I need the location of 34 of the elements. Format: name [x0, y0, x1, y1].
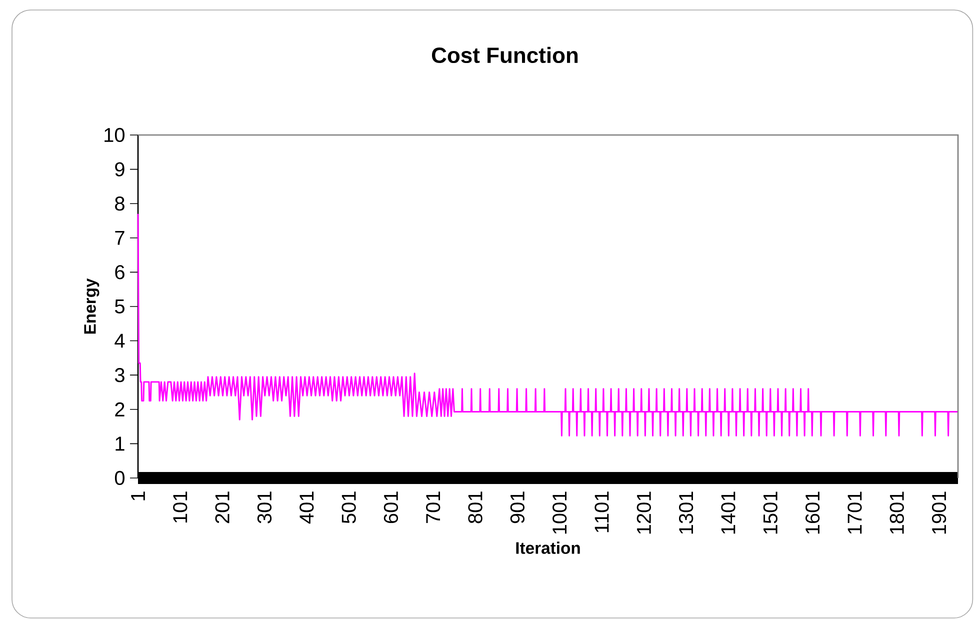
x-tick-label: 1301 — [678, 492, 694, 534]
chart-title: Cost Function — [432, 46, 578, 64]
x-tick-label: 1501 — [763, 492, 778, 534]
x-tick-label: 701 — [426, 492, 440, 524]
x-tick-label: 601 — [384, 492, 398, 524]
x-tick-label: 1201 — [636, 492, 651, 534]
y-tick-label: 8 — [115, 196, 124, 211]
x-tick-label: 401 — [300, 492, 314, 524]
y-tick-label: 5 — [114, 300, 124, 314]
x-tick-label: 901 — [510, 492, 525, 524]
x-tick-label: 101 — [173, 492, 188, 523]
y-tick-label: 6 — [115, 265, 124, 280]
y-axis-title: Energy — [84, 278, 100, 334]
y-tick-label: 10 — [104, 128, 124, 142]
x-tick-label: 1901 — [932, 492, 946, 534]
x-tick-label: 1701 — [848, 492, 862, 534]
x-axis-title: Iteration — [516, 542, 580, 554]
x-tick-label: 1401 — [721, 492, 736, 534]
x-tick-label: 801 — [468, 492, 482, 524]
x-tick-label: 301 — [257, 492, 272, 524]
y-tick-label: 9 — [115, 162, 124, 176]
y-tick-label: 2 — [115, 402, 124, 416]
x-tick-label: 1601 — [805, 492, 820, 534]
y-tick-label: 0 — [114, 470, 125, 486]
x-tick-label: 1 — [131, 492, 145, 500]
x-tick-label: 1101 — [594, 492, 609, 532]
y-tick-label: 3 — [114, 368, 124, 382]
x-tick-label: 201 — [215, 492, 230, 524]
y-tick-label: 1 — [116, 436, 124, 451]
x-tick-label: 1001 — [552, 492, 567, 534]
y-tick-label: 4 — [114, 334, 125, 348]
x-tick-label: 501 — [342, 492, 356, 524]
x-tick-label: 1801 — [890, 492, 904, 534]
y-tick-label: 7 — [115, 231, 124, 245]
